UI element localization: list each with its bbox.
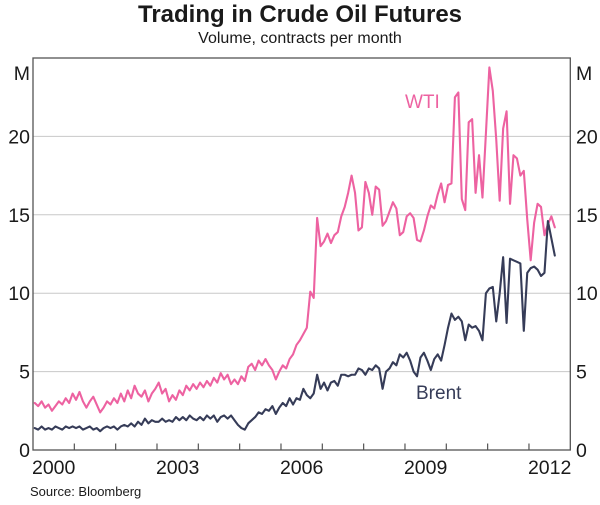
chart-title: Trading in Crude Oil Futures xyxy=(137,1,463,28)
series-label-brent: Brent xyxy=(416,383,462,404)
y-axis-unit-left: M xyxy=(14,63,30,85)
x-axis-label-2003: 2003 xyxy=(156,457,199,479)
series-line-wti xyxy=(33,66,556,414)
y-axis-label-left-10: 10 xyxy=(8,283,30,305)
x-axis-label-2012: 2012 xyxy=(528,457,571,479)
source-note: Source: Bloomberg xyxy=(30,484,142,499)
x-axis-label-2006: 2006 xyxy=(280,457,323,479)
plot-frame xyxy=(32,57,571,451)
y-axis-label-right-20: 20 xyxy=(576,126,598,148)
y-axis-unit-right: M xyxy=(576,63,592,85)
y-axis-label-left-20: 20 xyxy=(8,126,30,148)
y-axis-label-right-0: 0 xyxy=(576,440,587,462)
y-axis-label-right-15: 15 xyxy=(576,205,598,227)
series-line-brent xyxy=(33,220,556,433)
series-label-wti: WTI xyxy=(405,92,440,113)
y-axis-label-right-10: 10 xyxy=(576,283,598,305)
x-axis-label-2000: 2000 xyxy=(32,457,76,479)
y-axis-label-left-0: 0 xyxy=(19,440,30,462)
y-axis-label-left-15: 15 xyxy=(8,205,30,227)
y-axis-label-left-5: 5 xyxy=(19,362,30,384)
x-axis-label-2009: 2009 xyxy=(404,457,447,479)
y-axis-label-right-5: 5 xyxy=(576,362,587,384)
chart-subtitle: Volume, contracts per month xyxy=(198,30,402,47)
